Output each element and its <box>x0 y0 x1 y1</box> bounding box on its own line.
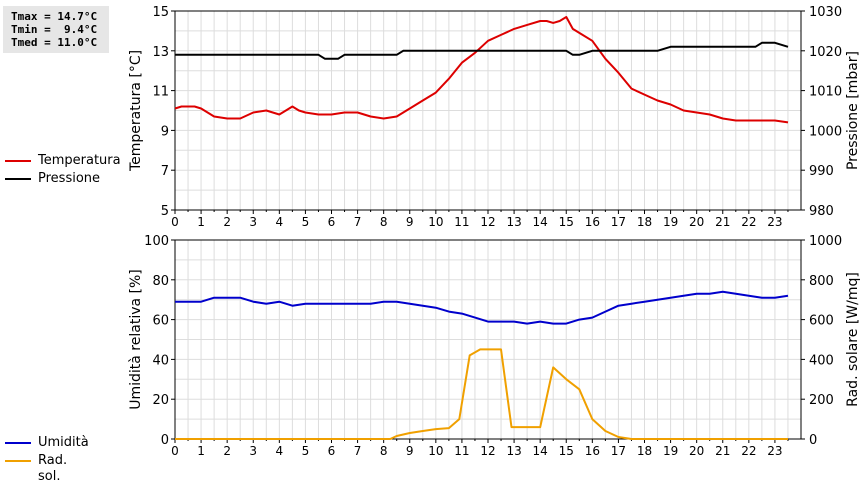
legend-label-rad-sol: Rad. sol. <box>38 453 68 484</box>
x-tick-label: 8 <box>380 444 388 458</box>
x-tick-label: 15 <box>559 215 574 229</box>
x-tick-label: 20 <box>689 444 704 458</box>
legend-swatch-rad-sol <box>5 460 31 462</box>
humidity-radiation-chart: 0 1 2 3 4 5 6 7 8 9 10 11 12 13 14 15 16 17 18 19 20 21 22 2302… <box>128 234 860 458</box>
x-tick-label: 9 <box>406 215 414 229</box>
x-tick-label: 19 <box>663 444 678 458</box>
tmax-label: Tmax = 14.7°C <box>11 10 98 23</box>
y-right-tick-label: 1020 <box>809 45 842 60</box>
x-tick-label: 1 <box>197 215 205 229</box>
x-tick-label: 21 <box>715 215 730 229</box>
y-left-tick-label: 7 <box>161 164 169 179</box>
series-line-umidit <box>175 290 789 325</box>
y-left-tick-label: 40 <box>152 353 169 368</box>
tmin-label: Tmin = 9.4°C <box>11 23 98 36</box>
y-right-tick-label: 200 <box>809 393 834 408</box>
y-right-tick-label: 800 <box>809 274 834 289</box>
y-left-tick-label: 80 <box>152 274 169 289</box>
x-tick-label: 6 <box>328 444 336 458</box>
y-right-tick-label: 400 <box>809 353 834 368</box>
weather-charts: 0 1 2 3 4 5 6 7 8 9 10 11 12 13 14 15 16 17 18 19 20 21 22 2357… <box>128 5 860 458</box>
x-tick-label: 4 <box>276 215 284 229</box>
x-tick-label: 11 <box>454 215 469 229</box>
x-tick-label: 14 <box>533 215 548 229</box>
x-tick-label: 16 <box>585 215 600 229</box>
x-tick-label: 13 <box>506 444 521 458</box>
y-left-tick-label: 20 <box>152 393 169 408</box>
y-left-tick-label: 0 <box>161 433 169 448</box>
x-tick-label: 18 <box>637 215 652 229</box>
y-left-tick-label: 9 <box>161 124 169 139</box>
x-tick-label: 17 <box>611 444 626 458</box>
temperature-stats-box: Tmax = 14.7°C Tmin = 9.4°C Tmed = 11.0°C <box>3 6 109 53</box>
temperature-pressure-chart: 0 1 2 3 4 5 6 7 8 9 10 11 12 13 14 15 16 17 18 19 20 21 22 2357… <box>128 5 860 229</box>
x-tick-label: 21 <box>715 444 730 458</box>
x-tick-label: 12 <box>480 215 495 229</box>
y-left-axis-title: Temperatura [°C] <box>128 50 144 172</box>
x-tick-label: 0 <box>171 215 179 229</box>
x-tick-label: 5 <box>302 444 310 458</box>
y-right-tick-label: 0 <box>809 433 817 448</box>
y-right-tick-label: 1000 <box>809 124 842 139</box>
x-tick-label: 10 <box>428 444 443 458</box>
x-tick-label: 22 <box>741 215 756 229</box>
y-left-tick-label: 60 <box>152 314 169 329</box>
legend-swatch-temperatura <box>5 160 31 162</box>
y-right-axis-title: Pressione [mbar] <box>845 51 860 170</box>
x-tick-label: 7 <box>354 215 362 229</box>
x-tick-label: 1 <box>197 444 205 458</box>
x-tick-label: 6 <box>328 215 336 229</box>
x-tick-label: 9 <box>406 444 414 458</box>
x-tick-label: 11 <box>454 444 469 458</box>
y-right-tick-label: 1010 <box>809 85 842 100</box>
legend-label-pressione: Pressione <box>38 171 101 186</box>
x-tick-label: 18 <box>637 444 652 458</box>
x-tick-label: 8 <box>380 215 388 229</box>
x-tick-label: 2 <box>223 444 231 458</box>
y-left-tick-label: 13 <box>152 45 169 60</box>
x-tick-label: 12 <box>480 444 495 458</box>
x-tick-label: 13 <box>506 215 521 229</box>
x-tick-label: 16 <box>585 444 600 458</box>
legend-label-umidita: Umidità <box>38 435 89 450</box>
tmed-label: Tmed = 11.0°C <box>11 36 98 49</box>
x-tick-label: 5 <box>302 215 310 229</box>
y-right-tick-label: 1030 <box>809 5 842 20</box>
x-tick-label: 0 <box>171 444 179 458</box>
x-tick-label: 19 <box>663 215 678 229</box>
x-tick-label: 22 <box>741 444 756 458</box>
x-tick-label: 4 <box>276 444 284 458</box>
y-right-tick-label: 1000 <box>809 234 842 249</box>
y-left-axis-title: Umidità relativa [%] <box>128 269 144 410</box>
y-left-tick-label: 5 <box>161 204 169 219</box>
x-tick-label: 10 <box>428 215 443 229</box>
x-tick-label: 15 <box>559 444 574 458</box>
series-line-rad-sol <box>175 348 788 440</box>
x-tick-label: 7 <box>354 444 362 458</box>
y-right-tick-label: 980 <box>809 204 834 219</box>
y-right-axis-title: Rad. solare [W/mq] <box>845 272 860 407</box>
series-line-temperatura <box>174 16 789 124</box>
x-tick-label: 17 <box>611 215 626 229</box>
x-tick-label: 23 <box>767 215 782 229</box>
legend-label-temperatura: Temperatura <box>38 153 121 168</box>
y-left-tick-label: 100 <box>144 234 169 249</box>
series-line-pressione <box>175 41 789 60</box>
x-tick-label: 2 <box>223 215 231 229</box>
x-tick-label: 3 <box>249 444 257 458</box>
y-left-tick-label: 11 <box>152 85 169 100</box>
x-tick-label: 3 <box>249 215 257 229</box>
y-left-tick-label: 15 <box>152 5 169 20</box>
x-tick-label: 23 <box>767 444 782 458</box>
x-tick-label: 14 <box>533 444 548 458</box>
legend-swatch-umidita <box>5 442 31 444</box>
x-tick-label: 20 <box>689 215 704 229</box>
legend-swatch-pressione <box>5 178 31 180</box>
y-right-tick-label: 600 <box>809 314 834 329</box>
y-right-tick-label: 990 <box>809 164 834 179</box>
